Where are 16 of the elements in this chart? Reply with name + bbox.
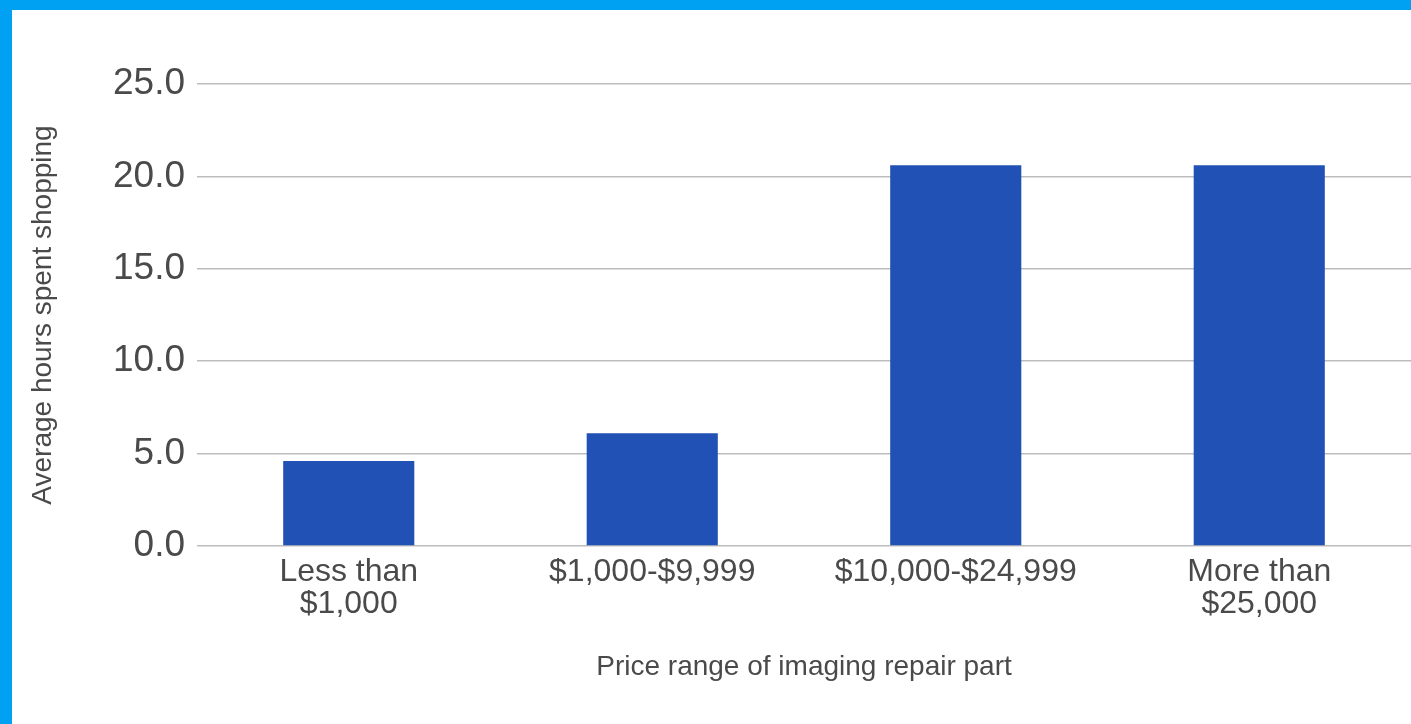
y-tick-label: 0.0 (133, 523, 185, 565)
y-tick-label: 20.0 (112, 153, 185, 195)
y-axis-title: Average hours spent shopping (25, 125, 57, 505)
x-tick-label: More than $25,000 (1187, 551, 1332, 620)
bar (1193, 165, 1325, 546)
x-tick-label: Less than $1,000 (279, 551, 419, 620)
x-tick-label: $1,000-$9,999 (549, 551, 756, 588)
x-tick-label: $10,000-$24,999 (834, 551, 1077, 588)
y-tick-label: 10.0 (112, 338, 185, 380)
bar (890, 165, 1022, 546)
bar (283, 460, 415, 546)
y-tick-label: 25.0 (112, 61, 185, 103)
bar (586, 433, 718, 546)
y-tick-label: 5.0 (133, 430, 185, 472)
x-axis-title: Price range of imaging repair part (596, 649, 1012, 681)
y-tick-label: 15.0 (112, 246, 185, 287)
